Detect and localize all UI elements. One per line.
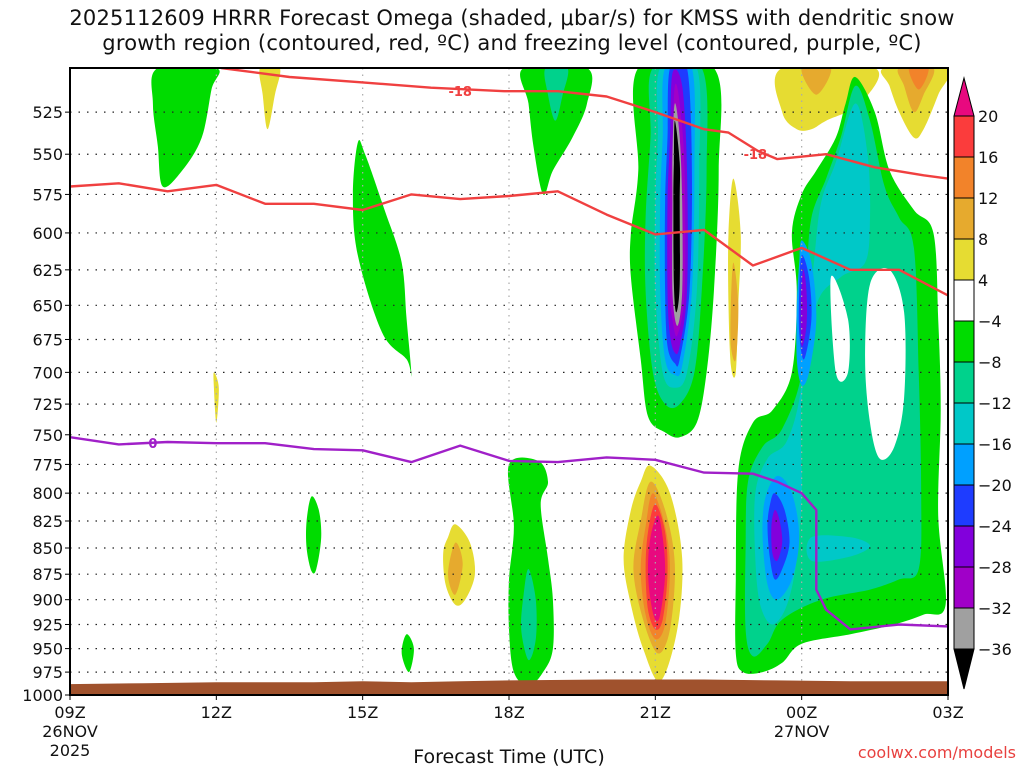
omega-region-neg8 xyxy=(151,68,220,188)
colorbar-swatch xyxy=(953,361,975,404)
omega-region-neg8 xyxy=(401,634,414,673)
y-tick-label: 650 xyxy=(32,296,63,315)
colorbar-label: 16 xyxy=(978,148,998,167)
colorbar-swatch xyxy=(953,279,975,322)
y-tick-label: 625 xyxy=(32,261,63,280)
colorbar-label: −12 xyxy=(978,394,1012,413)
omega-region-8 xyxy=(259,68,281,130)
omega-region-neg28 xyxy=(771,509,783,562)
y-tick-label: 750 xyxy=(32,426,63,445)
dgz-contour-1-label: -18 xyxy=(744,148,768,163)
y-tick-label: 950 xyxy=(32,640,63,659)
y-tick-label: 900 xyxy=(32,591,63,610)
colorbar-swatch xyxy=(953,402,975,445)
omega-region-neg16 xyxy=(806,535,870,562)
x-tick-label: 15Z xyxy=(347,703,378,722)
x-tick-sublabel: 27NOV xyxy=(774,722,830,741)
x-tick-sublabel: 2025 xyxy=(50,741,91,760)
omega-region-neg40 xyxy=(673,120,681,313)
y-tick-label: 700 xyxy=(32,363,63,382)
y-tick-label: 725 xyxy=(32,395,63,414)
omega-region-neg8 xyxy=(507,457,554,686)
omega-region-12 xyxy=(801,68,832,95)
omega-shading xyxy=(151,68,948,686)
omega-region-8 xyxy=(213,372,219,423)
colorbar-arrow-bottom xyxy=(953,648,975,690)
colorbar-label: −36 xyxy=(978,640,1012,659)
omega-region-12 xyxy=(448,542,463,595)
y-tick-label: 925 xyxy=(32,615,63,634)
y-tick-label: 800 xyxy=(32,484,63,503)
colorbar-swatch xyxy=(953,443,975,486)
colorbar-label: −32 xyxy=(978,599,1012,618)
y-tick-label: 600 xyxy=(32,224,63,243)
terrain-fill xyxy=(70,679,948,695)
colorbar-label: 20 xyxy=(978,107,998,126)
colorbar-label: −16 xyxy=(978,435,1012,454)
omega-region-neg8 xyxy=(352,140,412,377)
omega-region-neg4 xyxy=(830,275,850,382)
y-tick-label: 675 xyxy=(32,330,63,349)
colorbar-label: 8 xyxy=(978,230,988,249)
colorbar-swatch xyxy=(953,156,975,199)
colorbar: 20 16 12 8 4 −4 −8 −12 −16 −20 −24 −28 −32 −36 xyxy=(953,76,1012,690)
colorbar-label: −8 xyxy=(978,353,1002,372)
colorbar-swatch xyxy=(953,607,975,650)
omega-region-12 xyxy=(730,262,739,362)
omega-region-neg8 xyxy=(520,68,593,195)
y-axis: 525 550 575 600 625 650 675 700 725 750 775 800 825 8… xyxy=(22,103,70,705)
omega-region-neg8 xyxy=(306,496,322,574)
x-tick-label: 21Z xyxy=(640,703,671,722)
x-tick-label: 18Z xyxy=(493,703,524,722)
x-tick-label: 12Z xyxy=(201,703,232,722)
freezing-level-contour-label: 0 xyxy=(148,437,157,452)
y-tick-label: 575 xyxy=(32,185,63,204)
colorbar-label: 4 xyxy=(978,271,988,290)
chart-title: 2025112609 HRRR Forecast Omega (shaded, … xyxy=(69,6,955,55)
dgz-contour-1-label: -18 xyxy=(448,85,472,100)
y-tick-label: 825 xyxy=(32,512,63,531)
terrain-layer xyxy=(70,679,948,695)
dgz-contour-1 xyxy=(221,68,948,180)
omega-region-neg28 xyxy=(800,269,808,347)
credit-link[interactable]: coolwx.com/models xyxy=(858,743,1016,762)
x-tick-label: 09Z xyxy=(54,703,85,722)
x-tick-label: 03Z xyxy=(932,703,963,722)
colorbar-label: −24 xyxy=(978,517,1012,536)
y-tick-label: 975 xyxy=(32,663,63,682)
freezing-level-contour xyxy=(70,436,948,631)
colorbar-swatch xyxy=(953,115,975,158)
omega-region-neg12 xyxy=(544,68,569,121)
y-tick-label: 550 xyxy=(32,145,63,164)
colorbar-swatch xyxy=(953,525,975,568)
colorbar-swatch xyxy=(953,320,975,363)
x-tick-sublabel: 26NOV xyxy=(42,722,98,741)
y-tick-label: 525 xyxy=(32,103,63,122)
dgz-contour-2 xyxy=(70,182,948,297)
omega-region-neg4 xyxy=(865,268,906,460)
colorbar-label: −28 xyxy=(978,558,1012,577)
colorbar-label: −20 xyxy=(978,476,1012,495)
omega-region-neg12 xyxy=(521,568,537,661)
y-tick-label: 1000 xyxy=(22,686,63,705)
y-tick-label: 850 xyxy=(32,539,63,558)
omega-region-24 xyxy=(648,515,666,622)
contour-lines: -18 -18 0 xyxy=(70,68,948,631)
colorbar-arrow-top xyxy=(953,76,975,117)
y-tick-label: 875 xyxy=(32,565,63,584)
colorbar-swatch xyxy=(953,238,975,281)
colorbar-label: −4 xyxy=(978,312,1002,331)
y-tick-label: 775 xyxy=(32,455,63,474)
omega-region-16 xyxy=(908,68,929,90)
x-tick-label: 00Z xyxy=(786,703,817,722)
colorbar-label: 12 xyxy=(978,189,998,208)
colorbar-swatch xyxy=(953,566,975,609)
x-axis-label: Forecast Time (UTC) xyxy=(413,746,604,768)
colorbar-swatch xyxy=(953,484,975,527)
colorbar-swatch xyxy=(953,197,975,240)
